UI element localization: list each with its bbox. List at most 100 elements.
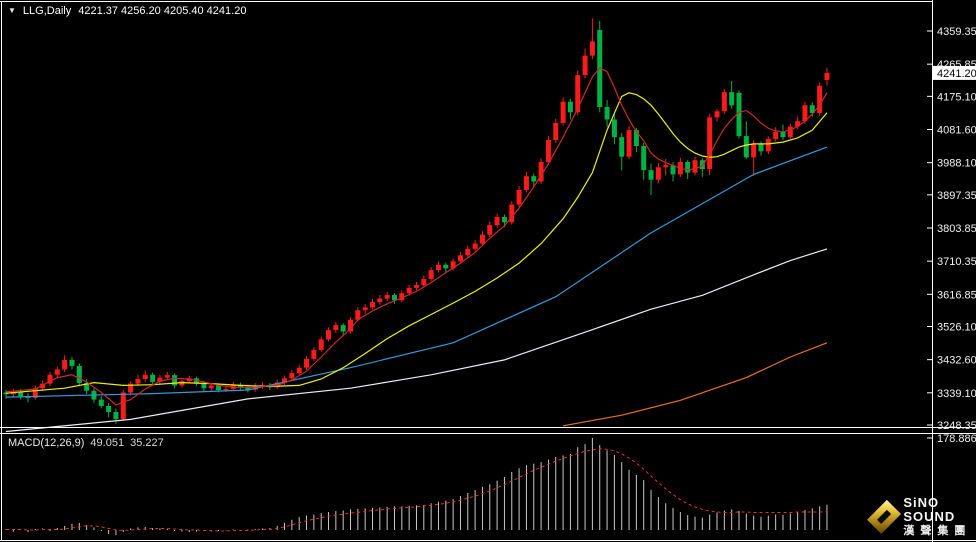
candle-down <box>113 412 119 420</box>
candle-down <box>76 365 82 383</box>
macd-main-value: 49.051 <box>90 437 125 449</box>
candle-down <box>633 130 639 147</box>
candle-up <box>765 138 771 152</box>
candle-up <box>54 369 60 375</box>
price-tick-label: 3616.85 <box>937 289 976 301</box>
candle-up <box>428 270 434 280</box>
price-tick-label: 3526.10 <box>937 322 976 334</box>
candle-up <box>465 248 471 256</box>
price-tick-label: 4081.60 <box>937 125 976 137</box>
candle-up <box>721 92 727 112</box>
candle-up <box>575 75 581 113</box>
candle-up <box>472 243 478 249</box>
price-tick-label: 4175.10 <box>937 91 976 103</box>
candle-down <box>98 399 104 406</box>
candle-up <box>582 55 588 76</box>
candle-down <box>84 382 90 391</box>
candle-up <box>824 72 830 80</box>
candle-down <box>216 385 222 391</box>
candle-up <box>714 111 720 118</box>
candle-up <box>32 388 38 398</box>
candle-down <box>729 92 735 106</box>
price-tick-label: 3432.60 <box>937 355 976 367</box>
macd-scale-label: 178.886 <box>937 433 976 445</box>
macd-indicator-label: MACD(12,26,9) 49.051 35.227 <box>8 437 164 449</box>
candle-up <box>135 379 141 384</box>
candle-down <box>758 144 764 152</box>
candle-down <box>604 107 610 120</box>
candle-up <box>479 234 485 244</box>
candle-up <box>707 117 713 170</box>
candle-down <box>619 137 625 157</box>
candle-down <box>106 405 112 413</box>
candle-up <box>413 285 419 288</box>
collapse-icon[interactable]: ▼ <box>8 6 16 15</box>
candle-up <box>179 381 185 386</box>
ma-mid-yellow <box>5 92 828 394</box>
candle-down <box>150 374 156 382</box>
candle-up <box>260 385 266 387</box>
ma-long-white <box>5 248 828 433</box>
candle-up <box>450 261 456 269</box>
watermark: SiNO SOUND 漢聲集團 <box>867 495 976 538</box>
candle-down <box>567 101 573 113</box>
candle-up <box>751 144 757 158</box>
candle-up <box>663 165 669 168</box>
candle-up <box>326 330 332 340</box>
candle-down <box>685 161 691 173</box>
candle-up <box>538 161 544 182</box>
candle-down <box>611 119 617 138</box>
chart-header: ▼ LLG,Daily 4221.37 4256.20 4205.40 4241… <box>8 5 246 17</box>
candle-up <box>47 374 53 384</box>
candle-up <box>435 264 441 271</box>
price-tick-label: 3988.10 <box>937 158 976 170</box>
candle-up <box>289 372 295 379</box>
candle-up <box>509 204 515 223</box>
ma-longest-orange <box>562 342 828 427</box>
candle-up <box>362 307 368 311</box>
price-tick-label: 3248.35 <box>937 420 976 432</box>
candle-up <box>164 375 170 378</box>
candle-up <box>802 105 808 122</box>
candle-up <box>208 385 214 389</box>
candle-up <box>406 287 412 294</box>
candle-up <box>370 302 375 308</box>
candle-up <box>348 319 354 332</box>
candle-up <box>304 358 310 368</box>
candle-up <box>545 139 551 162</box>
candle-down <box>245 387 251 390</box>
candle-up <box>355 310 361 320</box>
ma-fast-red <box>5 67 828 406</box>
candle-down <box>3 392 9 395</box>
watermark-brand: SiNO SOUND <box>903 495 956 524</box>
candle-down <box>531 176 537 182</box>
candle-up <box>384 294 390 299</box>
candle-down <box>780 131 786 138</box>
candle-up <box>655 167 661 180</box>
candle-up <box>553 122 559 140</box>
candle-up <box>120 392 126 420</box>
watermark-brand-cn: 漢聲集團 <box>903 525 972 538</box>
candle-up <box>494 216 500 226</box>
price-tick-label: 4359.35 <box>937 26 976 38</box>
current-price-tag <box>933 65 976 80</box>
candle-down <box>641 146 647 171</box>
macd-name: MACD(12,26,9) <box>8 437 85 449</box>
candle-up <box>795 121 801 127</box>
candle-up <box>157 377 163 382</box>
ohlc-values: 4221.37 4256.20 4205.40 4241.20 <box>78 5 247 17</box>
candle-down <box>648 170 654 180</box>
candle-down <box>172 375 178 386</box>
ma-slow-blue <box>5 146 828 398</box>
candle-up <box>516 190 522 205</box>
candle-up <box>311 349 317 359</box>
candle-up <box>787 126 793 138</box>
candle-down <box>501 216 507 223</box>
candle-up <box>773 131 779 139</box>
candle-up <box>457 255 463 262</box>
candle-up <box>817 85 823 114</box>
candle-up <box>142 374 148 380</box>
candle-down <box>670 165 676 175</box>
